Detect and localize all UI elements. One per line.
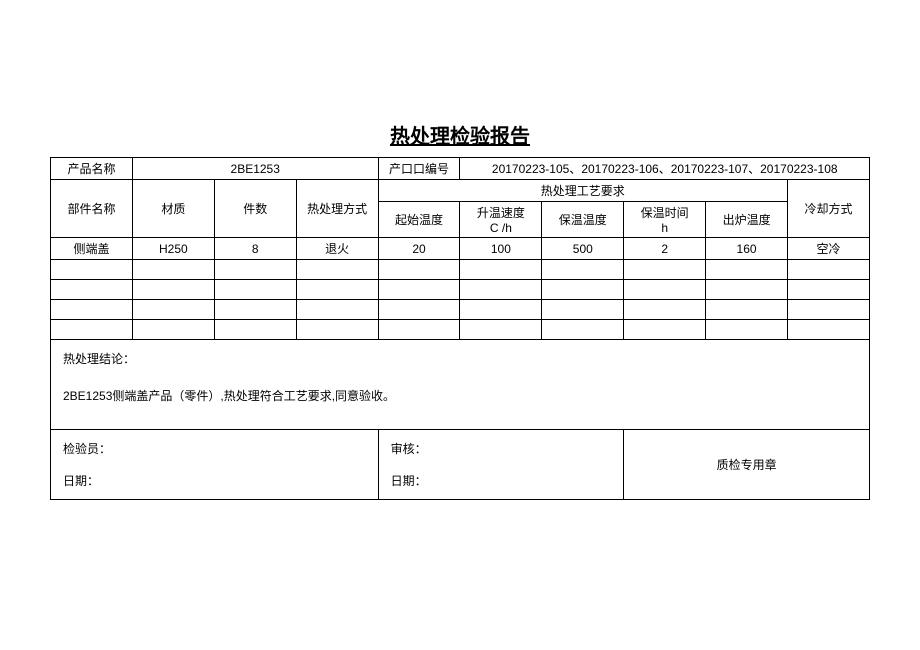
auditor-cell: 审核： 日期：	[378, 430, 624, 500]
empty-row	[51, 300, 870, 320]
cell-qty: 8	[214, 238, 296, 260]
cell-hold-temp: 500	[542, 238, 624, 260]
header-hold-temp: 保温温度	[542, 202, 624, 238]
cell-out-temp: 160	[706, 238, 788, 260]
cell-part-name: 侧端盖	[51, 238, 133, 260]
header-hold-time: 保温时间 h	[624, 202, 706, 238]
header-rate-l2: C /h	[464, 221, 537, 235]
auditor-date-label: 日期：	[391, 472, 612, 489]
cell-cooling: 空冷	[788, 238, 870, 260]
report-title: 热处理检验报告	[50, 120, 870, 149]
header-process-req: 热处理工艺要求	[378, 180, 787, 202]
report-table: 产品名称 2BE1253 产口口编号 20170223-105、20170223…	[50, 157, 870, 500]
stamp-cell: 质检专用章	[624, 430, 870, 500]
header-out-temp: 出炉温度	[706, 202, 788, 238]
conclusion-label: 热处理结论：	[63, 350, 857, 367]
cell-method: 退火	[296, 238, 378, 260]
header-start-temp: 起始温度	[378, 202, 460, 238]
header-qty: 件数	[214, 180, 296, 238]
empty-row	[51, 280, 870, 300]
empty-row	[51, 320, 870, 340]
cell-rate: 100	[460, 238, 542, 260]
header-hold-time-l1: 保温时间	[628, 204, 701, 221]
header-hold-time-l2: h	[628, 221, 701, 235]
conclusion-cell: 热处理结论： 2BE1253侧端盖产品（零件）,热处理符合工艺要求,同意验收。	[51, 340, 870, 430]
header-method: 热处理方式	[296, 180, 378, 238]
header-rate-l1: 升温速度	[464, 204, 537, 221]
auditor-label: 审核：	[391, 440, 612, 457]
inspector-date-label: 日期：	[63, 472, 366, 489]
header-cooling: 冷却方式	[788, 180, 870, 238]
label-product-no: 产口口编号	[378, 158, 460, 180]
label-product-name: 产品名称	[51, 158, 133, 180]
cell-hold-time: 2	[624, 238, 706, 260]
value-product-name: 2BE1253	[132, 158, 378, 180]
value-product-no: 20170223-105、20170223-106、20170223-107、2…	[460, 158, 870, 180]
header-rate: 升温速度 C /h	[460, 202, 542, 238]
cell-start-temp: 20	[378, 238, 460, 260]
empty-row	[51, 260, 870, 280]
cell-material: H250	[132, 238, 214, 260]
inspector-cell: 检验员： 日期：	[51, 430, 379, 500]
inspector-label: 检验员：	[63, 440, 366, 457]
header-part-name: 部件名称	[51, 180, 133, 238]
conclusion-text: 2BE1253侧端盖产品（零件）,热处理符合工艺要求,同意验收。	[63, 387, 857, 404]
header-material: 材质	[132, 180, 214, 238]
data-row: 侧端盖 H250 8 退火 20 100 500 2 160 空冷	[51, 238, 870, 260]
